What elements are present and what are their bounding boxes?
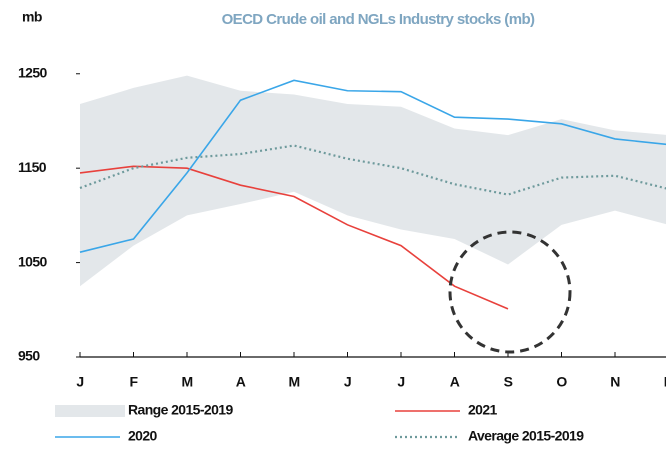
- x-tick-label: N: [610, 374, 620, 390]
- line: [79, 79, 666, 253]
- x-tick-label: J: [397, 374, 404, 390]
- x-tick-label: M: [181, 374, 192, 390]
- line: [79, 165, 509, 310]
- x-tick-label: F: [130, 374, 139, 390]
- chart-title: OECD Crude oil and NGLs Industry stocks …: [222, 11, 535, 28]
- legend-swatch: [55, 405, 125, 417]
- y-tick-label: 950: [18, 348, 40, 364]
- legend-label: 2021: [468, 402, 498, 418]
- highlight-circle: [448, 230, 572, 354]
- x-tick-label: O: [556, 374, 567, 390]
- x-tick-label: S: [504, 374, 513, 390]
- legend-label: Average 2015-2019: [468, 428, 584, 444]
- x-tick-label: A: [236, 374, 246, 390]
- line: [79, 144, 666, 196]
- y-tick-label: 1050: [18, 253, 48, 269]
- x-tick-label: M: [288, 374, 299, 390]
- y-tick-label: 1250: [18, 64, 48, 80]
- x-tick-label: J: [76, 374, 83, 390]
- x-tick-label: D: [664, 374, 666, 390]
- legend-label: Range 2015-2019: [128, 402, 233, 418]
- legend-label: 2020: [128, 428, 158, 444]
- range-area: [80, 75, 666, 287]
- plot: 950 1050 1150 1250 J F M A M J J A S O N D Range 2015-20…: [18, 64, 666, 444]
- x-tick-label: A: [450, 374, 460, 390]
- y-tick-label: 1150: [18, 159, 47, 175]
- y-axis-label: mb: [22, 9, 42, 25]
- x-tick-label: J: [344, 374, 351, 390]
